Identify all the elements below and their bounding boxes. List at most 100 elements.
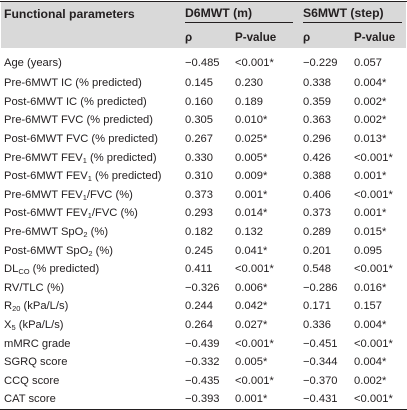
cell-pvalue-s6mwt: 0.016* — [354, 281, 387, 294]
row-label-subscript: 1 — [87, 211, 92, 221]
row-label: Post-6MWT SpO2 (%) — [1, 241, 179, 260]
cell-pvalue-s6mwt: 0.015* — [354, 226, 387, 239]
header-row-sub: ρ P-value ρ P-value — [1, 26, 407, 48]
row-label: Pre-6MWT IC (% predicted) — [4, 77, 142, 90]
row-label: Post-6MWT FEV1 (% predicted) — [1, 167, 179, 186]
row-label-main: Post-6MWT FEV — [4, 207, 88, 220]
col-header-pvalue-d6mwt: P-value — [229, 26, 297, 48]
row-label-rest: (kPa/L/s) — [15, 319, 64, 332]
table-row: RV/TLC (%) −0.326 0.006* −0.286 0.016* — [1, 279, 406, 298]
cell-rho-d6mwt: −0.332 — [185, 356, 220, 369]
row-label: Post-6MWT FVC (% predicted) — [4, 133, 158, 146]
cell-rho-d6mwt: −0.326 — [185, 281, 220, 294]
table-row: Post-6MWT FEV1/FVC (%) 0.293 0.014* 0.373 0.… — [1, 204, 406, 223]
cell-rho-s6mwt: 0.388 — [303, 170, 331, 183]
cell-pvalue-d6mwt: 0.005* — [235, 356, 268, 369]
cell-rho-s6mwt: −0.229 — [303, 57, 338, 69]
row-label: DLCO (% predicted) — [1, 260, 179, 279]
table-row: Post-6MWT IC (% predicted) 0.160 0.189 0.35… — [1, 93, 406, 112]
cell-pvalue-s6mwt: 0.004* — [354, 319, 387, 332]
cell-pvalue-d6mwt: 0.027* — [235, 319, 268, 332]
row-label-rest: (% predicted) — [86, 151, 157, 164]
row-label: Post-6MWT FEV1/FVC (%) — [1, 204, 179, 223]
cell-pvalue-s6mwt: <0.001* — [354, 188, 393, 201]
cell-rho-d6mwt: −0.435 — [185, 374, 220, 387]
cell-pvalue-d6mwt: 0.041* — [235, 244, 268, 257]
cell-pvalue-s6mwt: 0.004* — [354, 77, 387, 90]
cell-pvalue-d6mwt: 0.009* — [235, 170, 268, 183]
cell-rho-s6mwt: 0.359 — [303, 95, 331, 108]
row-label-rest: /FVC (%) — [86, 188, 133, 201]
cell-rho-d6mwt: −0.393 — [185, 393, 220, 406]
cell-rho-s6mwt: 0.171 — [303, 300, 331, 313]
cell-pvalue-d6mwt: 0.042* — [235, 300, 268, 313]
cell-pvalue-s6mwt: 0.013* — [354, 133, 387, 146]
cell-pvalue-d6mwt: 0.132 — [235, 226, 263, 239]
cell-pvalue-d6mwt: <0.001* — [235, 263, 274, 276]
cell-pvalue-s6mwt: 0.004* — [354, 356, 387, 369]
cell-pvalue-s6mwt: 0.002* — [354, 114, 387, 127]
cell-pvalue-s6mwt: 0.095 — [354, 244, 382, 257]
table-row: Pre-6MWT FEV1/FVC (%) 0.373 0.001* 0.406 <0.… — [1, 186, 406, 205]
cell-pvalue-d6mwt: 0.010* — [235, 114, 268, 127]
row-label: mMRC grade — [4, 337, 71, 350]
table-row: Age (years) −0.485 <0.001* −0.229 0.057 — [1, 48, 406, 74]
cell-rho-s6mwt: −0.344 — [303, 356, 338, 369]
cell-rho-d6mwt: 0.264 — [185, 319, 213, 332]
cell-rho-d6mwt: 0.411 — [185, 263, 213, 276]
cell-pvalue-s6mwt: <0.001* — [354, 263, 393, 276]
table-row: SGRQ score −0.332 0.005* −0.344 0.004* — [1, 353, 406, 372]
cell-rho-s6mwt: −0.370 — [303, 374, 338, 387]
row-label-main: Pre-6MWT FEV — [4, 188, 83, 201]
row-label: SGRQ score — [4, 356, 68, 369]
cell-rho-d6mwt: −0.485 — [185, 57, 220, 69]
cell-rho-s6mwt: 0.406 — [303, 188, 331, 201]
cell-pvalue-d6mwt: 0.025* — [235, 133, 268, 146]
cell-pvalue-d6mwt: 0.006* — [235, 281, 268, 294]
row-label-rest: (% predicted) — [91, 170, 162, 183]
cell-pvalue-d6mwt: <0.001* — [235, 57, 274, 69]
table-row: Post-6MWT FEV1 (% predicted) 0.310 0.009* 0… — [1, 167, 406, 186]
cell-pvalue-d6mwt: <0.001* — [235, 374, 274, 387]
cell-pvalue-s6mwt: 0.057 — [354, 57, 382, 69]
cell-pvalue-s6mwt: <0.001* — [354, 337, 393, 350]
table-row: DLCO (% predicted) 0.411 <0.001* 0.548 <0.00… — [1, 260, 406, 279]
cell-rho-s6mwt: −0.451 — [303, 337, 338, 350]
row-label-subscript: CO — [18, 267, 30, 277]
cell-rho-s6mwt: 0.296 — [303, 133, 331, 146]
cell-rho-s6mwt: 0.338 — [303, 77, 331, 90]
table-row: Pre-6MWT SpO2 (%) 0.182 0.132 0.289 0.015* — [1, 223, 406, 242]
row-label-main: Post-6MWT FEV — [4, 170, 88, 183]
table-body: Age (years) −0.485 <0.001* −0.229 0.057 Pre-6… — [1, 48, 406, 409]
row-label-rest: /FVC (%) — [91, 207, 138, 220]
row-label-rest: (%) — [92, 244, 114, 257]
row-label-subscript: 2 — [83, 230, 88, 240]
cell-pvalue-s6mwt: 0.157 — [354, 300, 382, 313]
row-label: Pre-6MWT FVC (% predicted) — [4, 114, 153, 127]
cell-rho-s6mwt: 0.373 — [303, 207, 331, 220]
cell-rho-d6mwt: 0.160 — [185, 95, 213, 108]
cell-rho-s6mwt: −0.286 — [303, 281, 338, 294]
col-group-s6mwt: S6MWT (step) — [297, 2, 407, 26]
cell-rho-s6mwt: 0.363 — [303, 114, 331, 127]
cell-rho-s6mwt: −0.431 — [303, 393, 338, 406]
cell-pvalue-s6mwt: <0.001* — [354, 393, 393, 406]
cell-rho-d6mwt: 0.310 — [185, 170, 213, 183]
col-header-rho-s6mwt: ρ — [297, 26, 348, 48]
row-label-subscript: 20 — [12, 304, 21, 314]
row-label-main: Pre-6MWT FEV — [4, 151, 83, 164]
row-label-subscript: 1 — [87, 174, 92, 184]
row-label-main: Post-6MWT SpO — [4, 244, 89, 257]
cell-rho-d6mwt: 0.305 — [185, 114, 213, 127]
cell-pvalue-s6mwt: 0.002* — [354, 374, 387, 387]
cell-rho-s6mwt: 0.336 — [303, 319, 331, 332]
table-row: CAT score −0.393 0.001* −0.431 <0.001* — [1, 390, 406, 409]
cell-pvalue-s6mwt: <0.001* — [354, 151, 393, 164]
col-header-blank — [1, 26, 179, 48]
cell-pvalue-d6mwt: <0.001* — [235, 337, 274, 350]
table-row: R20 (kPa/L/s) 0.244 0.042* 0.171 0.157 — [1, 297, 406, 316]
col-header-rho-d6mwt: ρ — [179, 26, 229, 48]
header-row-group: Functional parameters D6MWT (m) S6MWT (s… — [1, 2, 407, 26]
